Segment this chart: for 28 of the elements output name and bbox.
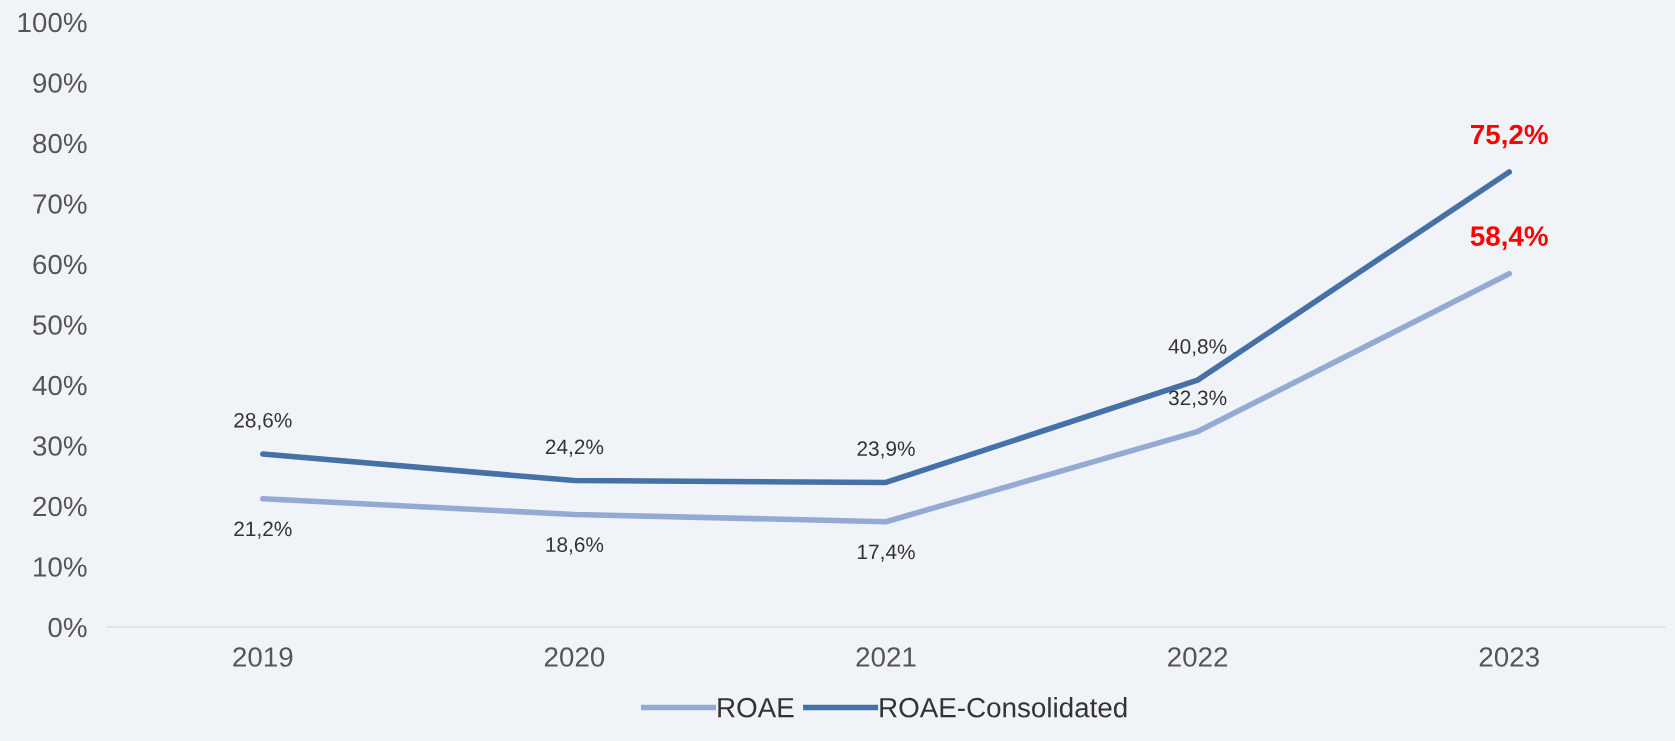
data-label: 17,4% — [858, 544, 915, 562]
data-label: 58,4% — [1470, 226, 1548, 250]
y-tick-label: 50% — [33, 315, 87, 335]
x-tick-label: 2022 — [1168, 647, 1228, 667]
data-label: 75,2% — [1471, 124, 1548, 149]
data-label: 23,9% — [857, 441, 915, 459]
legend-label: ROAE-Consolidated — [880, 697, 1127, 718]
x-tick-label: 2023 — [1479, 647, 1539, 667]
data-label: 28,6% — [234, 412, 292, 431]
data-label: 40,8% — [1168, 339, 1227, 357]
y-tick-label: 100% — [18, 12, 87, 33]
y-tick-label: 70% — [33, 194, 87, 214]
y-tick-label: 10% — [34, 557, 87, 577]
y-tick-label: 90% — [33, 73, 87, 93]
legend-label: ROAE — [718, 697, 794, 718]
x-tick-label: 2020 — [544, 647, 605, 667]
y-tick-label: 60% — [33, 254, 87, 275]
data-label: 32,3% — [1168, 390, 1227, 408]
y-tick-label: 0% — [48, 617, 87, 638]
y-tick-label: 20% — [33, 496, 87, 517]
x-tick-label: 2019 — [233, 647, 293, 667]
data-label: 24,2% — [545, 439, 604, 457]
data-label: 18,6% — [546, 537, 604, 555]
data-label: 21,2% — [234, 521, 292, 539]
y-tick-label: 40% — [32, 375, 87, 396]
y-tick-label: 80% — [33, 133, 87, 154]
y-tick-label: 30% — [33, 436, 87, 456]
x-tick-label: 2021 — [856, 647, 916, 667]
